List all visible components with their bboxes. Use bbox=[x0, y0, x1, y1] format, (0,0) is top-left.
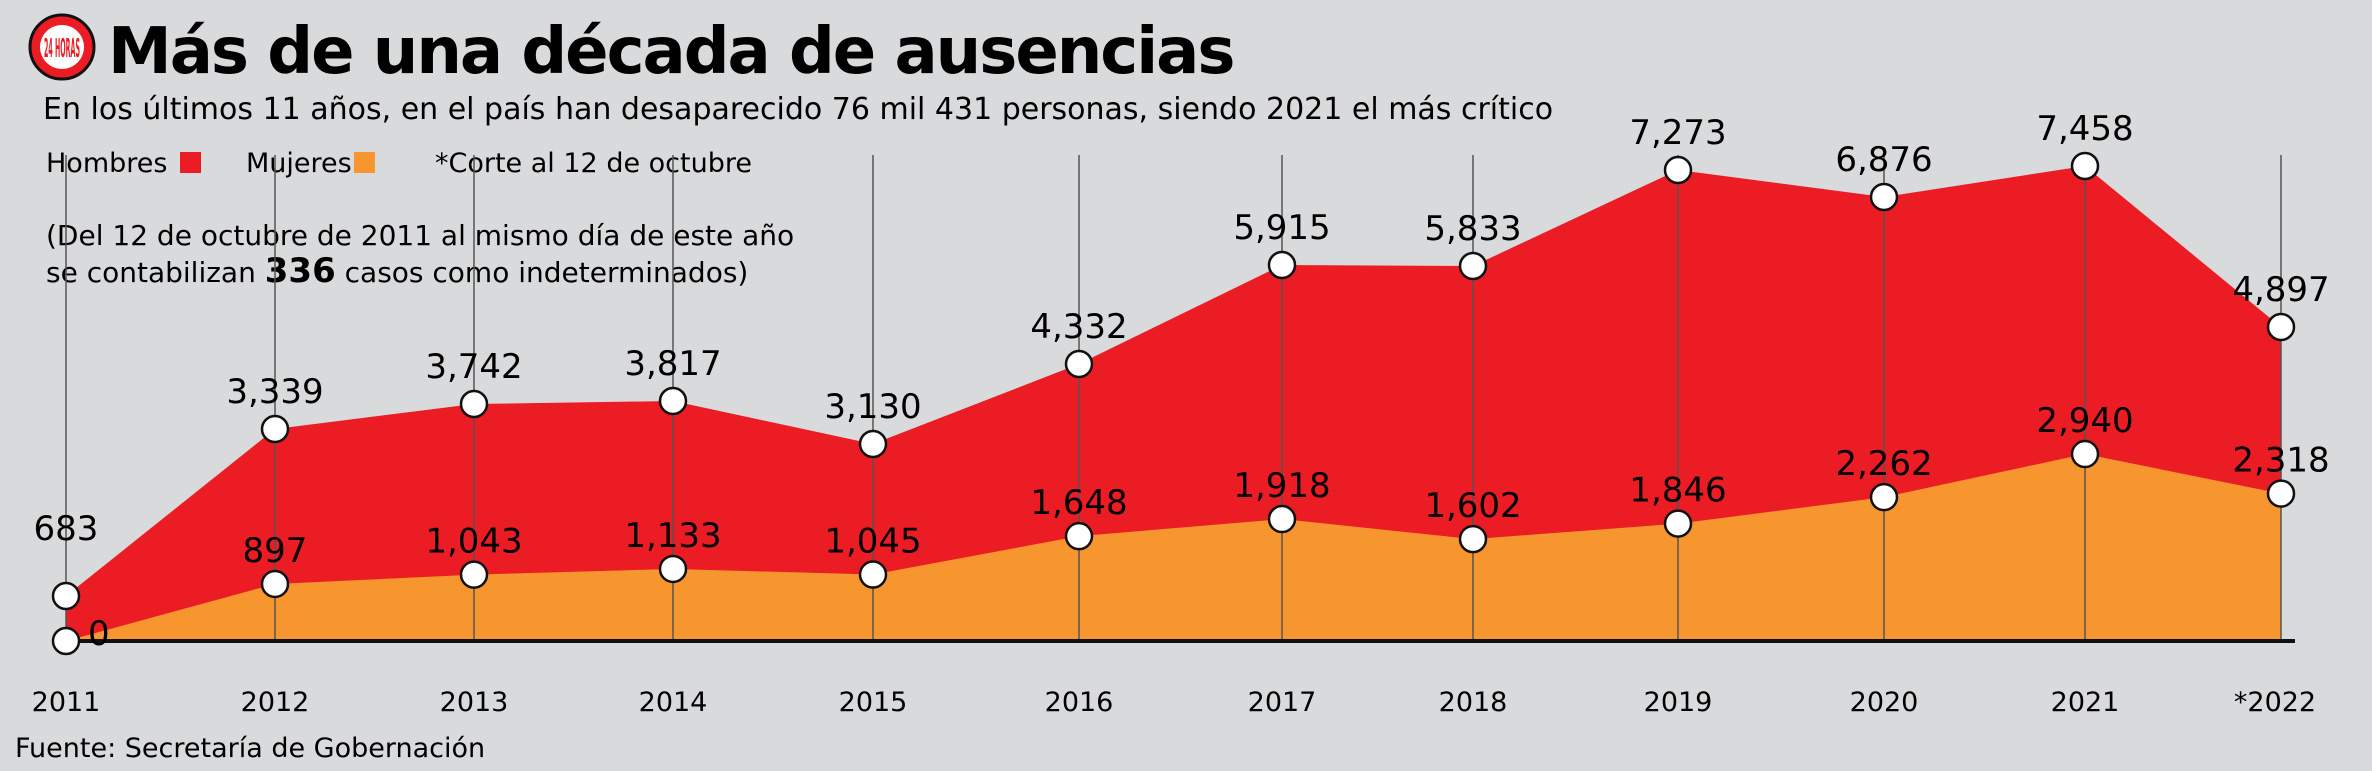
marker-mujeres bbox=[1869, 482, 1899, 512]
value-label-mujeres: 2,262 bbox=[1835, 444, 1932, 484]
marker-mujeres bbox=[1663, 509, 1693, 538]
marker-hombres bbox=[1064, 349, 1094, 379]
marker-hombres bbox=[858, 429, 888, 459]
value-label-hombres: 3,742 bbox=[425, 347, 522, 387]
marker-mujeres bbox=[658, 554, 688, 584]
x-tick-label: 2021 bbox=[2051, 687, 2120, 718]
value-label-hombres: 4,332 bbox=[1030, 307, 1127, 347]
x-tick-label: 2013 bbox=[440, 687, 509, 718]
value-label-hombres: 6,876 bbox=[1835, 140, 1932, 180]
value-label-mujeres: 1,648 bbox=[1030, 483, 1127, 523]
marker-mujeres bbox=[2070, 439, 2100, 469]
marker-mujeres bbox=[858, 560, 888, 589]
marker-mujeres bbox=[1267, 504, 1297, 534]
chart-title: Más de una década de ausencias bbox=[108, 15, 1233, 89]
areas-layer bbox=[66, 166, 2281, 641]
x-tick-label: *2022 bbox=[2234, 687, 2316, 718]
value-label-mujeres: 1,133 bbox=[624, 516, 721, 556]
value-label-mujeres: 897 bbox=[243, 531, 308, 571]
x-tick-label: 2011 bbox=[32, 687, 101, 718]
note-number: 336 bbox=[265, 251, 336, 291]
marker-hombres bbox=[658, 386, 688, 416]
note-line-1: (Del 12 de octubre de 2011 al mismo día … bbox=[46, 219, 794, 252]
x-tick-label: 2019 bbox=[1644, 687, 1713, 718]
value-label-hombres: 3,130 bbox=[824, 387, 921, 427]
marker-mujeres bbox=[459, 560, 489, 589]
x-tick-label: 2016 bbox=[1045, 687, 1114, 718]
marker-hombres bbox=[1663, 155, 1693, 185]
marker-hombres bbox=[2266, 312, 2296, 342]
marker-hombres bbox=[260, 414, 290, 444]
value-label-mujeres: 1,043 bbox=[425, 522, 522, 562]
value-label-hombres: 3,817 bbox=[624, 344, 721, 384]
source: Fuente: Secretaría de Gobernación bbox=[15, 733, 485, 764]
value-label-hombres: 3,339 bbox=[226, 372, 323, 412]
value-label-mujeres: 2,940 bbox=[2036, 401, 2133, 441]
x-tick-label: 2020 bbox=[1850, 687, 1919, 718]
x-tick-label: 2012 bbox=[241, 687, 310, 718]
legend-hombres-swatch bbox=[180, 152, 201, 173]
x-tick-label: 2014 bbox=[639, 687, 708, 718]
value-label-hombres: 683 bbox=[34, 509, 99, 549]
marker-mujeres bbox=[260, 569, 290, 599]
legend-mujeres-label: Mujeres bbox=[246, 148, 352, 179]
marker-mujeres bbox=[51, 626, 81, 656]
marker-hombres bbox=[1458, 251, 1488, 281]
legend-note: *Corte al 12 de octubre bbox=[435, 148, 752, 179]
value-label-mujeres: 1,602 bbox=[1424, 486, 1521, 526]
value-labels-layer: 683 0 3,339 897 3,742 1,043 3,817 1,133 3,130 1,0… bbox=[34, 109, 2330, 654]
value-label-mujeres: 1,846 bbox=[1629, 471, 1726, 511]
marker-hombres bbox=[2070, 151, 2100, 181]
marker-hombres bbox=[1267, 250, 1297, 280]
marker-hombres bbox=[459, 389, 489, 419]
value-label-mujeres: 1,918 bbox=[1233, 466, 1330, 506]
note-line-2: se contabilizan 336 casos como indetermi… bbox=[46, 251, 748, 291]
x-tick-label: 2015 bbox=[839, 687, 908, 718]
x-tick-label: 2018 bbox=[1439, 687, 1508, 718]
value-label-hombres: 5,833 bbox=[1424, 209, 1521, 249]
marker-mujeres bbox=[1458, 524, 1488, 554]
value-label-mujeres: 2,318 bbox=[2232, 441, 2329, 481]
value-label-hombres: 7,273 bbox=[1629, 113, 1726, 153]
x-tick-labels-layer: 2011 2012 2013 2014 2015 2016 2017 2018 2019 2020… bbox=[32, 687, 2316, 718]
marker-hombres bbox=[51, 581, 81, 611]
x-tick-label: 2017 bbox=[1248, 687, 1317, 718]
markers-layer bbox=[51, 151, 2296, 656]
legend-mujeres-swatch bbox=[354, 152, 375, 173]
marker-mujeres bbox=[1064, 521, 1094, 551]
logo-text: 24 HORAS bbox=[44, 34, 80, 64]
value-label-mujeres: 0 bbox=[88, 614, 110, 654]
logo: 24 HORAS bbox=[28, 13, 96, 81]
area-mujeres bbox=[66, 454, 2281, 641]
value-label-hombres: 4,897 bbox=[2232, 270, 2329, 310]
legend-hombres-label: Hombres bbox=[46, 148, 167, 179]
marker-hombres bbox=[1869, 182, 1899, 212]
chart-subtitle: En los últimos 11 años, en el país han d… bbox=[43, 92, 1553, 127]
value-label-hombres: 7,458 bbox=[2036, 109, 2133, 149]
value-label-mujeres: 1,045 bbox=[824, 522, 921, 562]
marker-mujeres bbox=[2266, 479, 2296, 508]
value-label-hombres: 5,915 bbox=[1233, 208, 1330, 248]
